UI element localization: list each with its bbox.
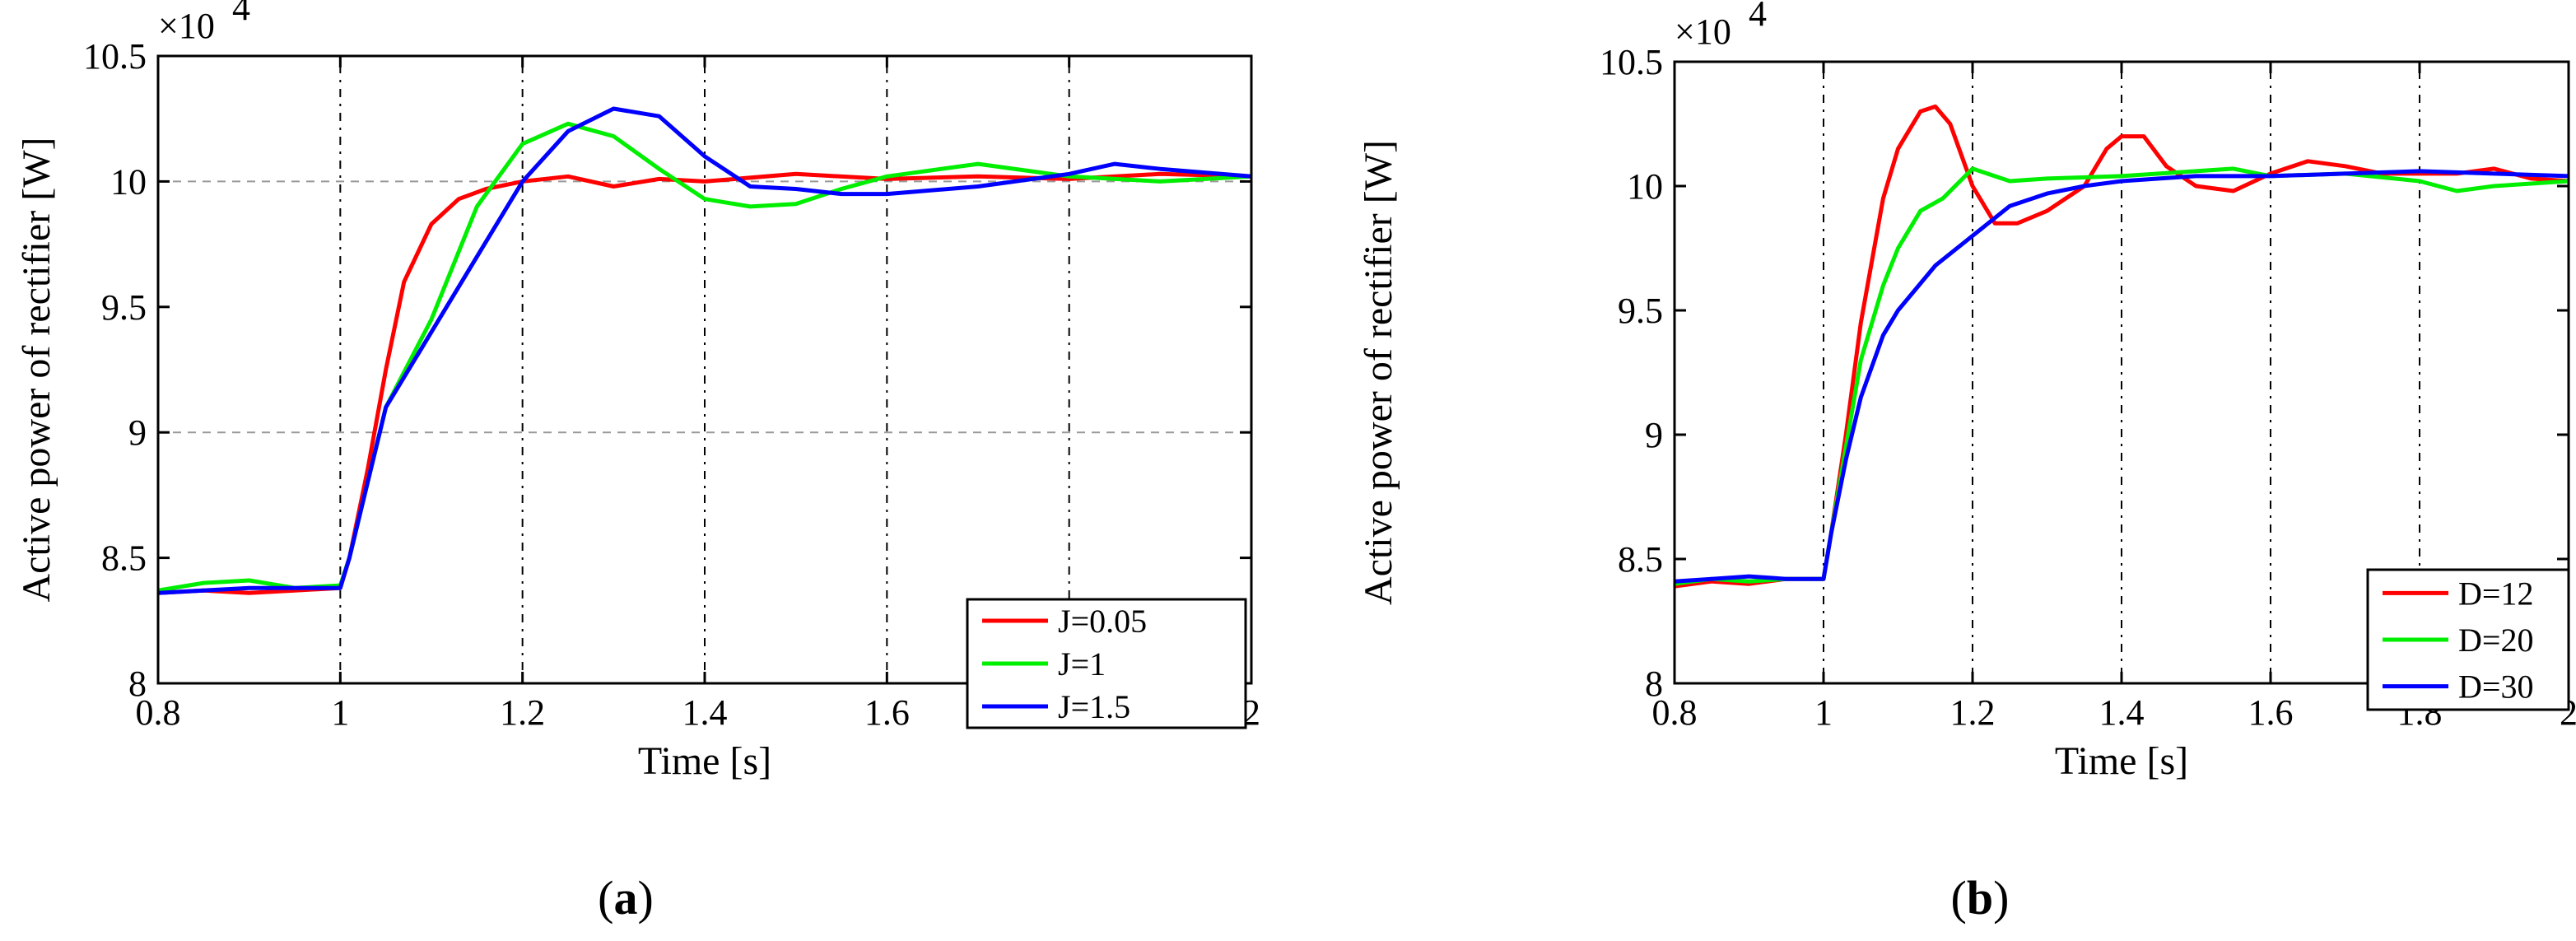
x-tick-label: 1: [1814, 692, 1833, 733]
y-tick-label: 8.5: [101, 538, 147, 579]
y-tick-label: 8.5: [1618, 539, 1663, 580]
legend: J=0.05 J=1 J=1.5: [966, 598, 1247, 729]
x-tick-label: 0.8: [136, 692, 181, 733]
legend-label: D=30: [2458, 668, 2533, 706]
y-tick-label: 10.5: [1600, 42, 1663, 82]
y-tick-label: 9.5: [1618, 291, 1663, 331]
x-tick-label: 1.2: [500, 692, 545, 733]
legend-label: J=1.5: [1058, 688, 1130, 725]
legend-label: D=20: [2458, 622, 2533, 659]
y-tick-label: 10: [1627, 166, 1663, 207]
legend-label: J=0.05: [1058, 603, 1147, 640]
series-line-D=30: [1674, 169, 2569, 584]
y-tick-label: 9: [1645, 415, 1663, 455]
caption: (a): [598, 871, 654, 925]
y-tick-label: 9.5: [101, 287, 147, 328]
legend: D=12 D=20 D=30: [2366, 568, 2570, 711]
caption: (b): [1951, 871, 2010, 925]
x-tick-label: 1.6: [864, 692, 910, 733]
y-tick-label: 10: [110, 161, 147, 202]
x-tick-label: 1.4: [682, 692, 728, 733]
x-tick-label: 1.2: [1950, 692, 1996, 733]
y-multiplier: ×10: [158, 6, 215, 46]
y-tick-label: 8: [1645, 664, 1663, 704]
legend-label: J=1: [1058, 645, 1106, 682]
x-tick-label: 1.6: [2248, 692, 2294, 733]
x-axis-label: Time [s]: [638, 739, 771, 783]
x-tick-label: 1: [331, 692, 349, 733]
y-axis-label: Active power of rectifier [W]: [15, 137, 58, 602]
chart-a: 0.811.21.41.61.8288.599.51010.5×104Time …: [15, 0, 1260, 925]
y-multiplier-exponent: 4: [1749, 0, 1767, 34]
y-axis-label: Active power of rectifier [W]: [1357, 140, 1400, 605]
x-tick-label: 1.4: [2099, 692, 2145, 733]
y-tick-label: 10.5: [83, 36, 147, 77]
y-tick-label: 8: [128, 664, 147, 704]
x-axis-label: Time [s]: [2055, 739, 2188, 783]
x-tick-label: 0.8: [1652, 692, 1698, 733]
series-line-J=1.5: [157, 106, 1252, 595]
legend-label: D=12: [2458, 575, 2533, 612]
y-multiplier: ×10: [1675, 12, 1731, 52]
y-multiplier-exponent: 4: [232, 0, 250, 28]
y-tick-label: 9: [128, 412, 147, 453]
